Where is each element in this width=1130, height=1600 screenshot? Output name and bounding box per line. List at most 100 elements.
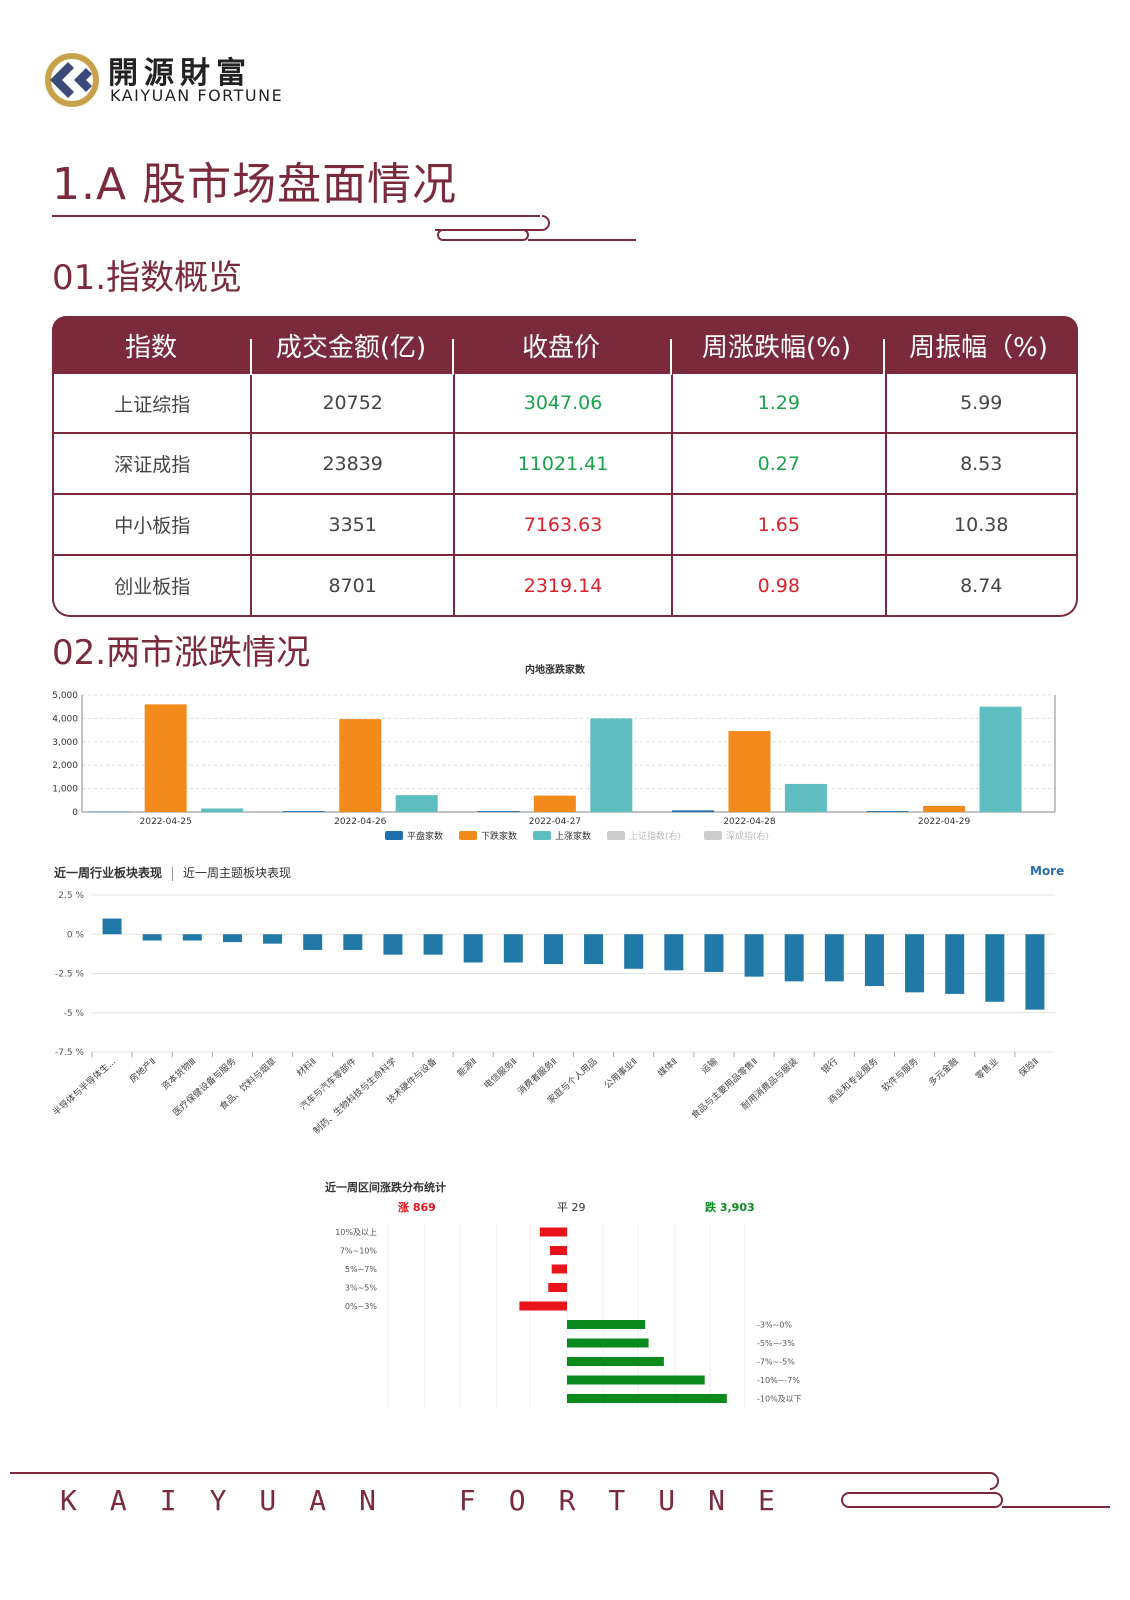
tab-theme-sectors[interactable]: 近一周主题板块表现 [183, 866, 292, 880]
cell-weekly-change: 1.29 [671, 374, 884, 432]
more-link[interactable]: More [1030, 864, 1065, 878]
y-tick-label: 0 % [67, 930, 85, 940]
cell-amount: 3351 [250, 495, 452, 554]
sector-bar [263, 934, 283, 944]
kaiyuan-logo-icon [45, 53, 99, 107]
x-tick-label: 软件与服务 [879, 1055, 920, 1094]
up-range-label: 10%及以上 [335, 1228, 377, 1237]
sector-bar [303, 934, 323, 950]
footer-line-decoration [10, 1472, 1110, 1508]
footer-brand-text: KAIYUAN FORTUNE [60, 1484, 808, 1517]
cell-index-name: 深证成指 [114, 454, 191, 476]
cell-amplitude: 10.38 [884, 495, 1077, 554]
down-bar [567, 1320, 646, 1329]
sector-bar [584, 934, 604, 965]
bar-up [784, 783, 827, 812]
legend-label: 深成指(右) [726, 830, 769, 842]
sector-bar [905, 934, 925, 993]
x-tick-label: 媒体Ⅱ [655, 1055, 680, 1079]
legend-label: 下跌家数 [481, 830, 517, 842]
cell-close: 11021.41 [452, 434, 671, 493]
x-tick-label: 公用事业Ⅱ [602, 1055, 640, 1091]
chart-title: 内地涨跌家数 [525, 663, 586, 676]
sector-bar [463, 934, 483, 963]
cell-amount: 23839 [250, 434, 452, 493]
chart-title: 近一周区间涨跌分布统计 [325, 1180, 446, 1194]
sector-bar [664, 934, 684, 971]
legend-label: 平盘家数 [407, 830, 443, 842]
y-tick-label: -2.5 % [55, 970, 84, 980]
x-tick-label: 资本货物Ⅲ [159, 1055, 198, 1092]
x-tick-label: 多元金融 [926, 1055, 961, 1088]
bar-flat [282, 811, 325, 812]
up-range-label: 0%~3% [345, 1302, 377, 1311]
x-tick-label: 房地产Ⅱ [127, 1055, 158, 1085]
bar-flat [866, 811, 909, 812]
x-tick-label: 2022-04-27 [529, 817, 581, 827]
column-header-amplitude: 周振幅（%) [883, 327, 1074, 375]
table-row: 上证综指 20752 3047.06 1.29 5.99 [54, 374, 1076, 432]
x-tick-label: 2022-04-29 [918, 817, 971, 827]
cell-close: 7163.63 [452, 495, 671, 554]
x-tick-label: 2022-04-25 [140, 817, 192, 827]
sector-bar [624, 934, 644, 969]
sector-bar [142, 934, 162, 941]
bar-down [728, 731, 771, 812]
column-header-amount: 成交金额(亿) [250, 327, 452, 375]
x-tick-label: 运输 [699, 1055, 720, 1076]
x-tick-label: 2022-04-28 [723, 817, 776, 827]
column-header-weekly-change: 周涨跌幅(%) [670, 327, 883, 375]
up-bar [539, 1227, 567, 1237]
cell-amplitude: 8.74 [884, 556, 1077, 615]
up-range-label: 7%~10% [340, 1247, 378, 1256]
legend-label: 上证指数(右) [629, 830, 681, 842]
bar-up [979, 706, 1022, 812]
x-tick-label: 电信服务Ⅱ [481, 1055, 519, 1091]
tab-industry-sectors[interactable]: 近一周行业板块表现 [54, 866, 163, 880]
x-tick-label: 零售业 [973, 1055, 1001, 1082]
table-body: 上证综指 20752 3047.06 1.29 5.99 深证成指 23839 11021.4… [52, 374, 1078, 617]
table-header: 指数 成交金额(亿) 收盘价 周涨跌幅(%) 周振幅（%) [52, 316, 1078, 375]
cell-weekly-change: 0.27 [671, 434, 884, 493]
sector-bar [864, 934, 884, 987]
up-bar [550, 1246, 567, 1255]
bar-up [590, 718, 633, 812]
sector-bar [383, 934, 403, 955]
legend-swatch [704, 831, 722, 840]
y-tick-label: 5,000 [52, 691, 78, 701]
legend-swatch [459, 831, 477, 840]
flat-count-label: 平 29 [557, 1201, 586, 1214]
cell-weekly-change: 1.65 [671, 495, 884, 554]
bar-down [533, 795, 576, 812]
sector-bar [102, 918, 122, 935]
sector-bar [704, 934, 724, 972]
down-bar [567, 1394, 727, 1403]
y-tick-label: 4,000 [52, 714, 78, 724]
cell-index-name: 创业板指 [114, 576, 191, 598]
cell-amplitude: 5.99 [884, 374, 1077, 432]
y-tick-label: -5 % [64, 1009, 85, 1019]
cell-index-name: 中小板指 [114, 515, 191, 537]
down-range-label: -10%~-7% [757, 1376, 800, 1385]
cell-amount: 20752 [250, 374, 452, 432]
down-range-label: -10%及以下 [757, 1395, 802, 1404]
legend-swatch [607, 831, 625, 840]
cell-close: 3047.06 [452, 374, 671, 432]
down-bar [567, 1375, 705, 1385]
page-title: 1.A 股市场盘面情况 [52, 159, 458, 210]
x-tick-label: 材料Ⅱ [294, 1055, 319, 1079]
bar-down [339, 719, 382, 812]
up-count-label: 涨 869 [398, 1200, 436, 1214]
sector-bar [222, 934, 242, 943]
x-tick-label: 半导体与半导体生... [50, 1055, 118, 1118]
sector-bar [784, 934, 804, 982]
cell-close: 2319.14 [452, 556, 671, 615]
sector-bar [1025, 934, 1045, 1010]
down-bar [567, 1357, 664, 1366]
y-tick-label: 3,000 [52, 738, 78, 748]
y-tick-label: 2.5 % [58, 891, 84, 901]
up-bar [551, 1264, 567, 1274]
legend-label: 上涨家数 [555, 830, 591, 842]
index-overview-table: 指数 成交金额(亿) 收盘价 周涨跌幅(%) 周振幅（%) 上证综指 20752 3… [52, 316, 1078, 617]
up-bar [519, 1301, 567, 1311]
